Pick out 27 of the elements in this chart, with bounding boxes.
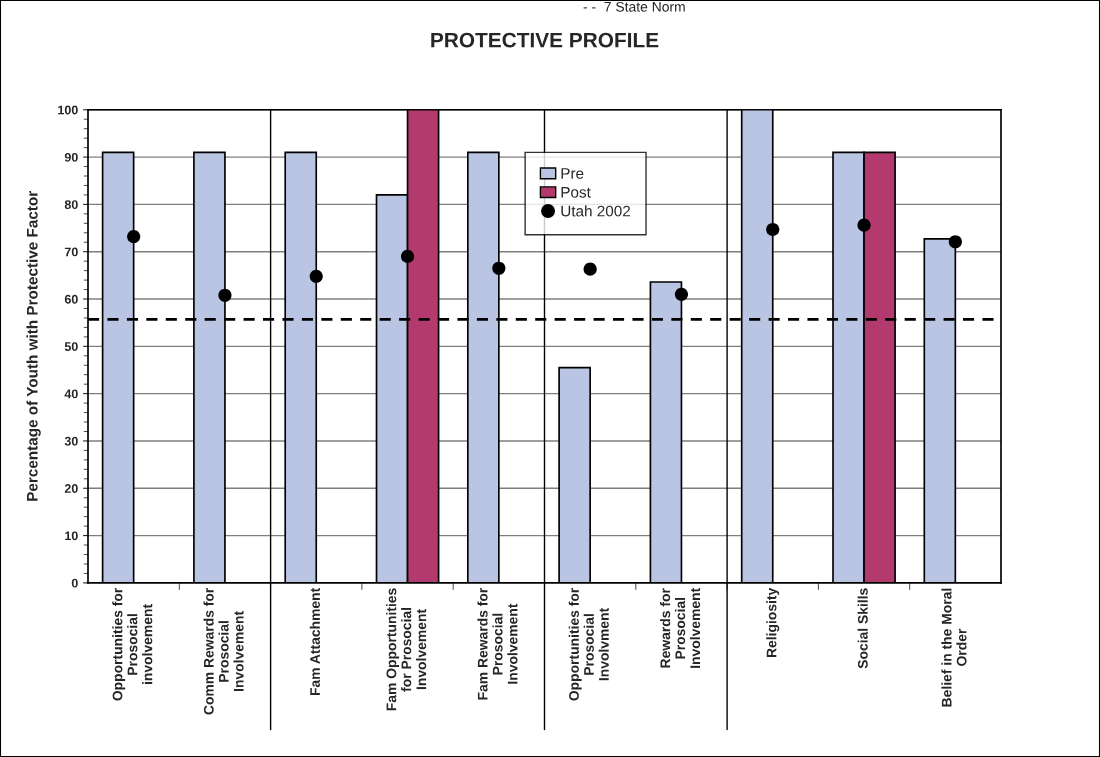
x-tick-label: Opportunities for Prosocial involvement bbox=[112, 587, 153, 701]
y-tick-label: 10 bbox=[65, 531, 78, 541]
y-tick-label: 90 bbox=[64, 152, 78, 162]
y-tick-label: 50 bbox=[64, 342, 78, 351]
x-tick-label: Comm Rewards for Prosocial Involvement bbox=[203, 587, 244, 715]
legend-label: Post bbox=[561, 187, 591, 198]
y-axis-title: Percentage of Youth with Protective Factor bbox=[26, 191, 41, 501]
text: - - 7 State Norm bbox=[583, 1, 685, 12]
y-tick-label: 0 bbox=[71, 578, 78, 588]
y-tick-label: 30 bbox=[64, 436, 78, 446]
legend-label: Pre bbox=[561, 168, 584, 179]
x-tick-label: Rewards for Prosocial Involvement bbox=[660, 587, 701, 668]
x-tick-label: Opportunities for Prosocial Involvment bbox=[568, 587, 609, 701]
y-tick-label: 80 bbox=[64, 200, 78, 210]
y-tick-label: 60 bbox=[64, 294, 78, 304]
y-tick-label: 40 bbox=[64, 389, 78, 399]
x-tick-label: Fam Attachment bbox=[309, 587, 320, 696]
x-tick-label: Fam Rewards for Prosocial Involvement bbox=[477, 587, 518, 700]
y-tick-label: 70 bbox=[64, 247, 78, 257]
x-tick-label: Fam Opportunities for Prosocial Involvement bbox=[386, 588, 427, 711]
y-tick-label: 20 bbox=[64, 484, 78, 493]
x-tick-label: Belief in the Moral Order bbox=[941, 588, 967, 707]
legend-label: Utah 2002 bbox=[561, 205, 630, 217]
x-tick-label: Religiosity bbox=[766, 587, 780, 658]
x-tick-label: Social Skills bbox=[857, 588, 868, 669]
y-tick-label: 100 bbox=[58, 105, 78, 115]
chart-title: PROTECTIVE PROFILE bbox=[431, 32, 659, 48]
